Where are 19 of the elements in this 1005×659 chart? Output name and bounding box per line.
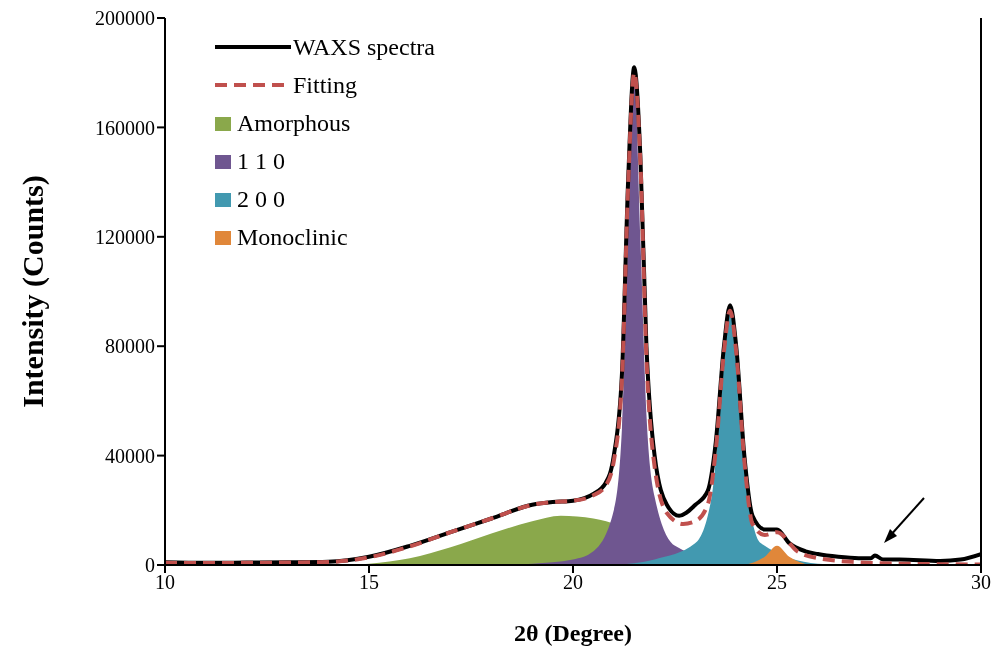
legend-label: WAXS spectra — [293, 33, 435, 62]
y-tick-label: 80000 — [105, 335, 155, 358]
y-tick-label: 40000 — [105, 444, 155, 467]
x-axis-title: 2θ (Degree) — [513, 620, 633, 646]
x-tick-label: 30 — [971, 571, 991, 594]
legend-label: Fitting — [293, 71, 358, 100]
x-tick-label: 15 — [359, 571, 379, 594]
legend-label: Monoclinic — [237, 223, 348, 252]
legend-label: Amorphous — [237, 109, 351, 138]
y-tick-label: 0 — [145, 554, 155, 577]
x-tick-label: 25 — [767, 571, 787, 594]
x-tick-label: 20 — [563, 571, 583, 594]
y-tick-label: 200000 — [95, 7, 155, 30]
legend-label: 1 1 0 — [237, 147, 285, 176]
y-tick-label: 120000 — [95, 225, 155, 248]
y-axis-title: Intensity (Counts) — [15, 175, 50, 408]
legend-label: 2 0 0 — [237, 185, 285, 214]
x-tick-label: 10 — [155, 571, 175, 594]
y-tick-label: 160000 — [95, 116, 155, 139]
